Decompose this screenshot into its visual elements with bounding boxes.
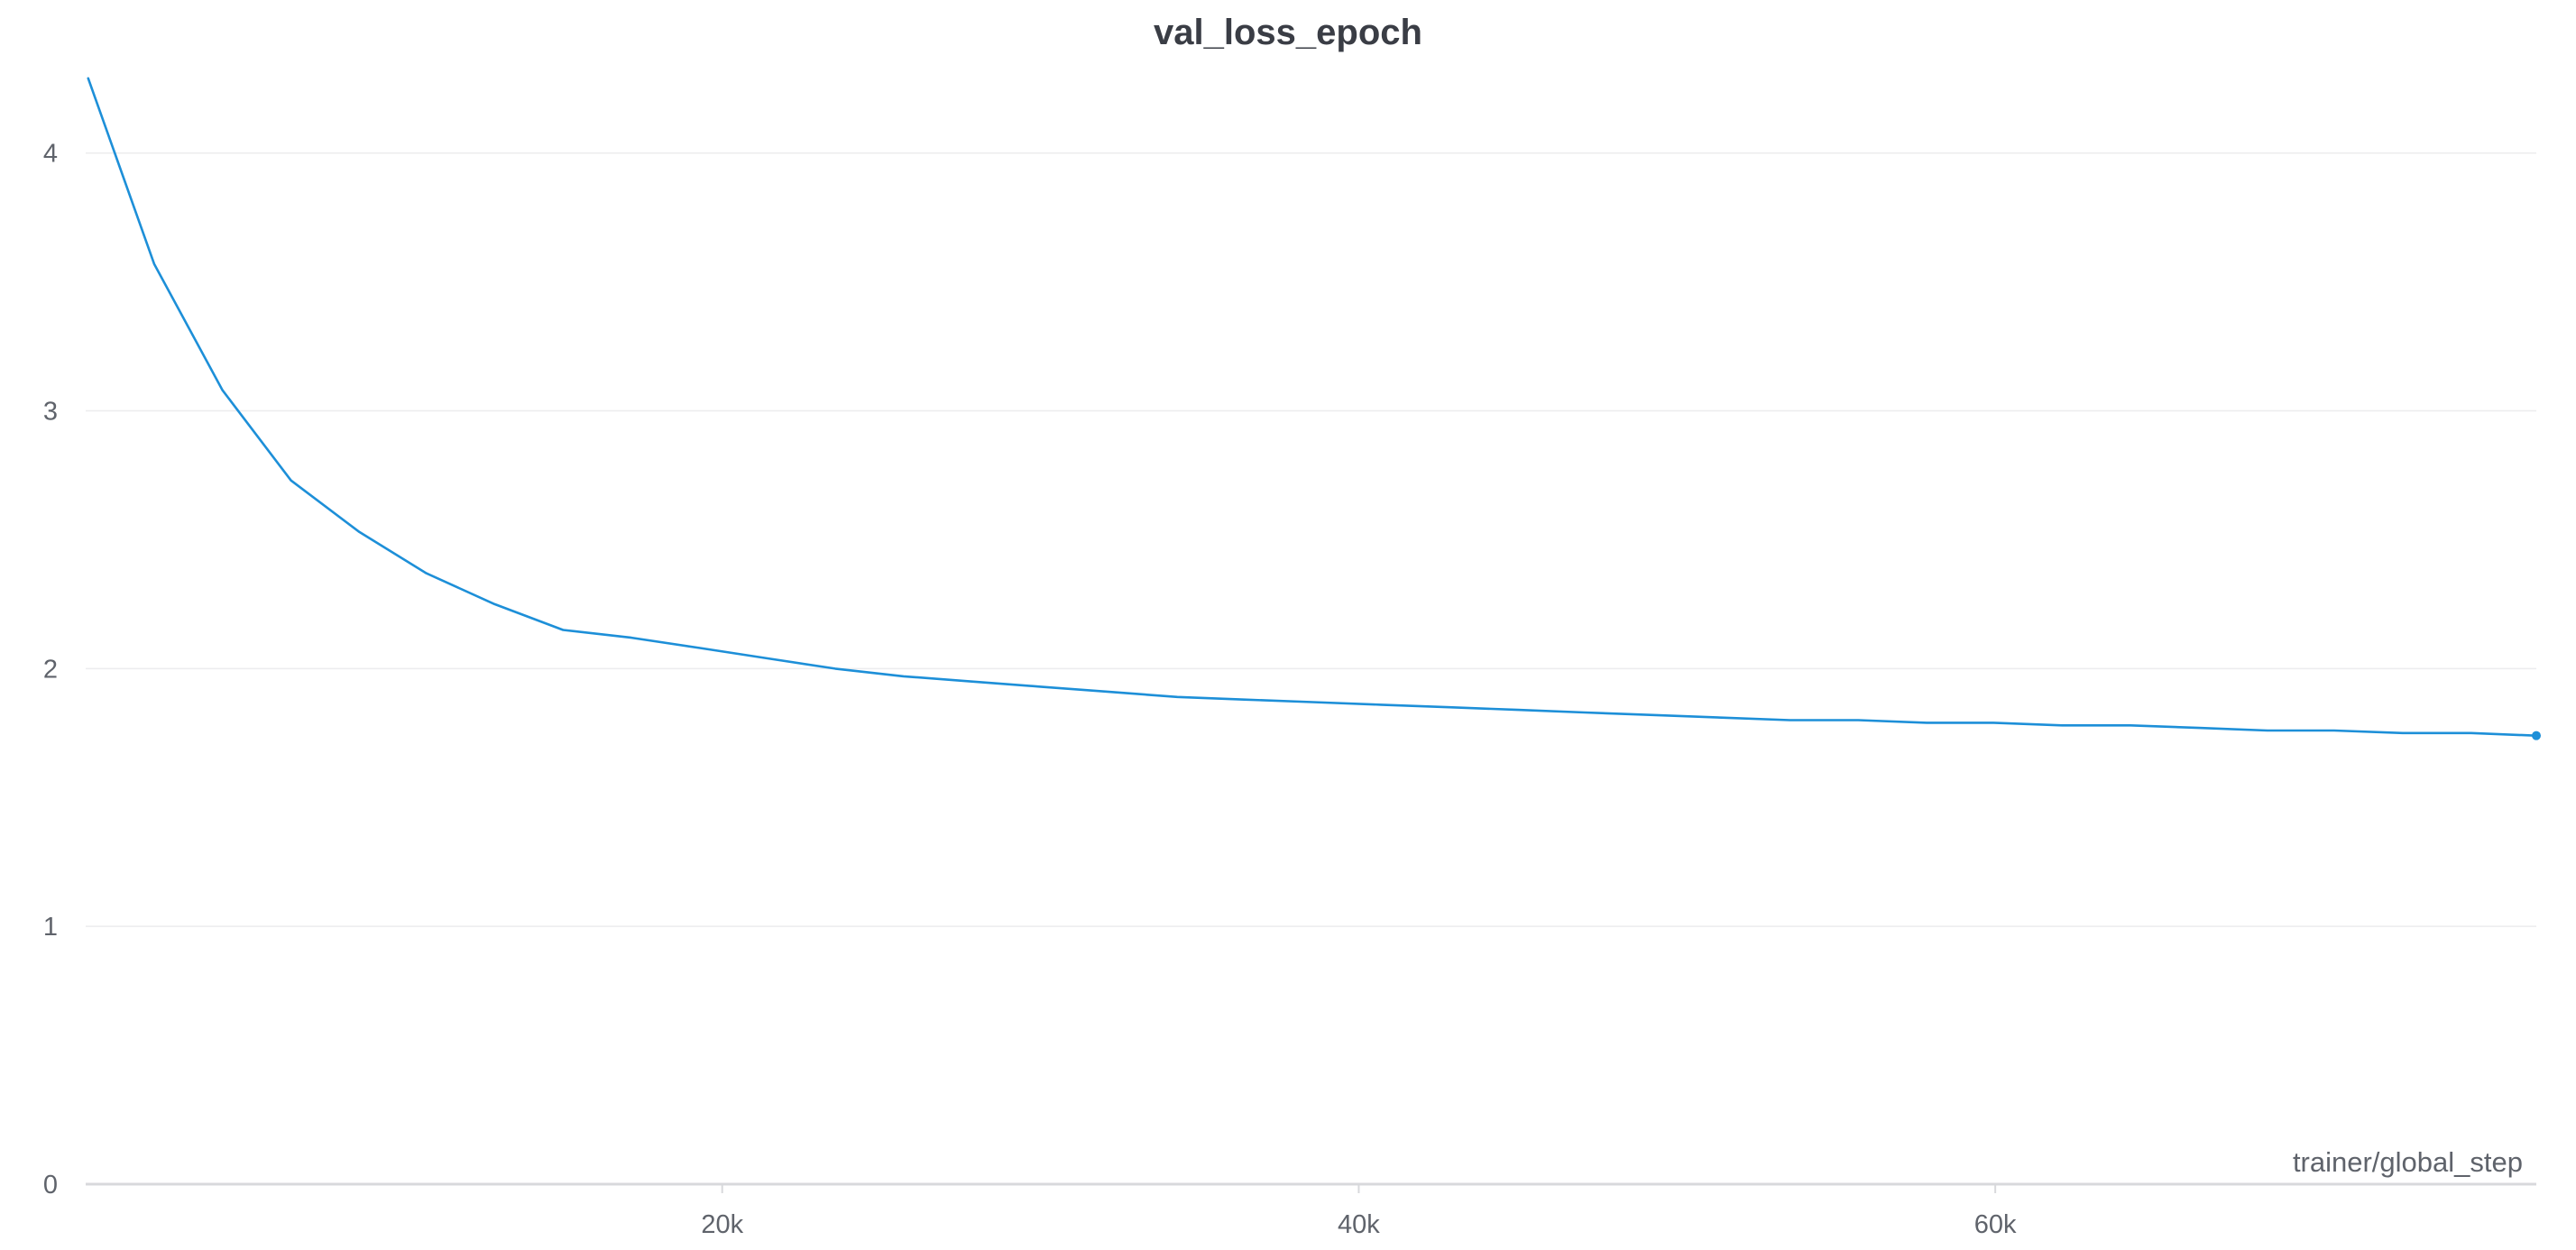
gridlines xyxy=(86,152,2536,927)
series-line[interactable] xyxy=(87,77,2538,738)
y-tick-label: 2 xyxy=(43,655,58,684)
x-tick-label: 60k xyxy=(1974,1210,2017,1239)
chart-title: val_loss_epoch xyxy=(1154,13,1422,52)
tick-labels: 0 1 2 3 4 20k 40k 60k trainer/global_step xyxy=(43,140,2523,1239)
x-axis-title: trainer/global_step xyxy=(2293,1146,2523,1178)
y-tick-label: 0 xyxy=(43,1171,58,1199)
x-tick-label: 20k xyxy=(701,1210,743,1239)
x-tick-label: 40k xyxy=(1338,1210,1380,1239)
y-tick-label: 1 xyxy=(43,913,58,942)
axes xyxy=(86,1182,2536,1193)
y-tick-label: 4 xyxy=(43,140,58,169)
series-layer xyxy=(87,77,2541,740)
series-endpoint-marker[interactable] xyxy=(2532,731,2541,740)
y-tick-label: 3 xyxy=(43,398,58,427)
